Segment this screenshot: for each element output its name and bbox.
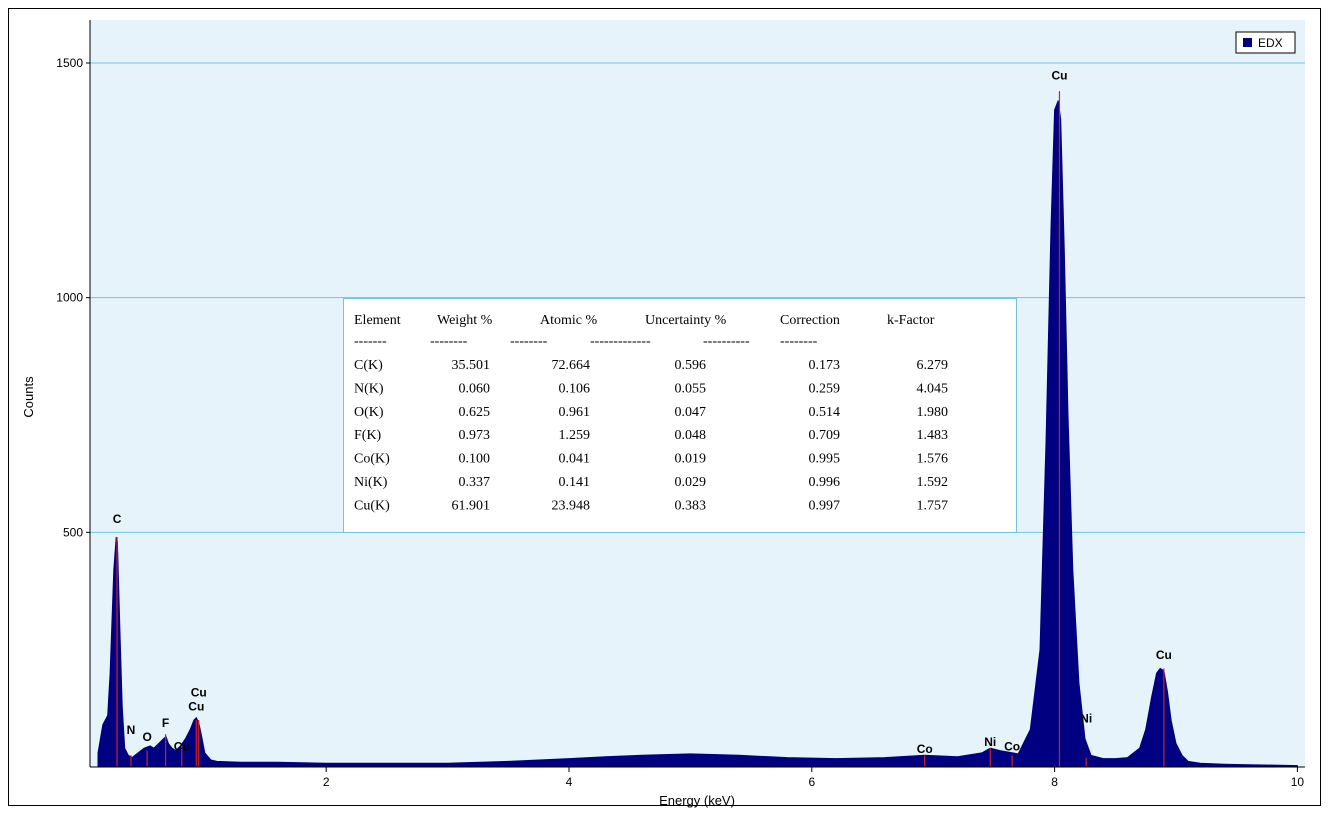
legend-entry-edx: EDX xyxy=(1258,36,1283,50)
table-cell-r0-c0: C(K) xyxy=(354,358,383,373)
table-cell-r4-c0: Co(K) xyxy=(354,452,390,467)
table-cell-r6-c1: 61.901 xyxy=(452,498,491,513)
table-cell-r6-c4: 0.997 xyxy=(809,498,841,513)
table-cell-r6-c2: 23.948 xyxy=(552,498,591,513)
table-cell-r5-c3: 0.029 xyxy=(675,475,707,490)
table-cell-r2-c4: 0.514 xyxy=(809,405,841,420)
table-cell-r6-c5: 1.757 xyxy=(917,498,949,513)
quant-table-cells: Element Weight % Atomic % Uncertainty % Corr… xyxy=(354,313,948,513)
table-cell-r2-c3: 0.047 xyxy=(675,405,707,420)
table-cell-r2-c2: 0.961 xyxy=(559,405,591,420)
peak-label-n-1: N xyxy=(127,723,136,737)
quant-table: Element Weight % Atomic % Uncertainty % Corr… xyxy=(343,298,1017,533)
table-cell-r6-c3: 0.383 xyxy=(675,498,707,513)
peak-label-co-9: Co xyxy=(1004,740,1020,754)
table-cell-r5-c4: 0.996 xyxy=(809,475,841,490)
table-header-4: Correction xyxy=(780,313,840,328)
table-cell-r0-c2: 72.664 xyxy=(552,358,591,373)
table-cell-r0-c3: 0.596 xyxy=(675,358,707,373)
peak-label-cu-5: Cu xyxy=(188,700,204,714)
peak-label-cu-6: Cu xyxy=(191,686,207,700)
table-cell-r5-c5: 1.592 xyxy=(917,475,949,490)
legend: EDX xyxy=(1235,31,1296,54)
table-cell-r0-c5: 6.279 xyxy=(917,358,949,373)
table-separator-4: ---------- xyxy=(703,334,750,349)
table-header-2: Atomic % xyxy=(540,313,597,328)
peak-label-co-7: Co xyxy=(917,742,933,756)
y-axis-label: Counts xyxy=(21,376,36,418)
table-cell-r1-c5: 4.045 xyxy=(917,381,949,396)
table-header-5: k-Factor xyxy=(887,313,935,328)
table-cell-r4-c2: 0.041 xyxy=(559,452,591,467)
table-cell-r1-c3: 0.055 xyxy=(675,381,707,396)
x-tick-label-8: 8 xyxy=(1051,775,1058,789)
table-cell-r2-c0: O(K) xyxy=(354,405,384,420)
table-cell-r1-c4: 0.259 xyxy=(809,381,841,396)
table-separator-1: -------- xyxy=(430,334,468,349)
peak-label-c-0: C xyxy=(113,512,122,526)
table-cell-r4-c1: 0.100 xyxy=(459,452,491,467)
peak-label-ni-8: Ni xyxy=(984,735,996,749)
legend-box xyxy=(1235,31,1296,54)
table-cell-r4-c5: 1.576 xyxy=(917,452,949,467)
x-tick-label-6: 6 xyxy=(808,775,815,789)
x-tick-label-4: 4 xyxy=(566,775,573,789)
table-separator-0: ------- xyxy=(354,334,387,349)
x-tick-label-2: 2 xyxy=(323,775,330,789)
table-cell-r0-c1: 35.501 xyxy=(452,358,491,373)
table-cell-r1-c1: 0.060 xyxy=(459,381,491,396)
table-cell-r4-c4: 0.995 xyxy=(809,452,841,467)
table-header-3: Uncertainty % xyxy=(645,313,727,328)
table-cell-r5-c1: 0.337 xyxy=(459,475,491,490)
table-cell-r2-c1: 0.625 xyxy=(459,405,491,420)
table-cell-r3-c5: 1.483 xyxy=(917,428,949,443)
y-tick-label-1500: 1500 xyxy=(56,56,83,70)
y-tick-label-500: 500 xyxy=(63,525,83,539)
table-separator-5: -------- xyxy=(780,334,818,349)
table-separator-3: ------------- xyxy=(590,334,651,349)
table-cell-r3-c1: 0.973 xyxy=(459,428,491,443)
x-tick-label-10: 10 xyxy=(1291,775,1305,789)
table-cell-r3-c2: 1.259 xyxy=(559,428,591,443)
table-cell-r5-c0: Ni(K) xyxy=(354,475,388,490)
table-cell-r3-c0: F(K) xyxy=(354,428,382,443)
table-cell-r4-c3: 0.019 xyxy=(675,452,707,467)
legend-swatch xyxy=(1243,38,1252,47)
table-separator-2: -------- xyxy=(510,334,548,349)
peak-label-f-3: F xyxy=(162,716,169,730)
table-cell-r3-c3: 0.048 xyxy=(675,428,707,443)
table-cell-r5-c2: 0.141 xyxy=(559,475,591,490)
peak-markers xyxy=(116,91,1165,767)
table-header-0: Element xyxy=(354,313,401,328)
table-cell-r6-c0: Cu(K) xyxy=(354,498,390,513)
peak-label-cu-12: Cu xyxy=(1156,648,1172,662)
table-header-1: Weight % xyxy=(437,313,493,328)
table-cell-r1-c2: 0.106 xyxy=(559,381,591,396)
table-cell-r1-c0: N(K) xyxy=(354,381,384,396)
x-axis-label: Energy (keV) xyxy=(659,793,735,808)
quant-table-box xyxy=(343,298,1017,533)
peak-label-cu-4: Cu xyxy=(174,740,190,754)
table-cell-r3-c4: 0.709 xyxy=(809,428,841,443)
peak-label-ni-11: Ni xyxy=(1080,711,1092,725)
table-cell-r0-c4: 0.173 xyxy=(809,358,841,373)
peak-label-cu-10: Cu xyxy=(1051,68,1067,82)
peak-label-o-2: O xyxy=(142,730,151,744)
y-tick-label-1000: 1000 xyxy=(56,291,83,305)
series-edx xyxy=(97,100,1298,768)
y-ticks: 500 1000 1500 xyxy=(56,56,90,539)
series-area xyxy=(97,100,1298,768)
x-ticks: 2 4 6 8 10 xyxy=(323,767,1305,789)
table-cell-r2-c5: 1.980 xyxy=(917,405,949,420)
